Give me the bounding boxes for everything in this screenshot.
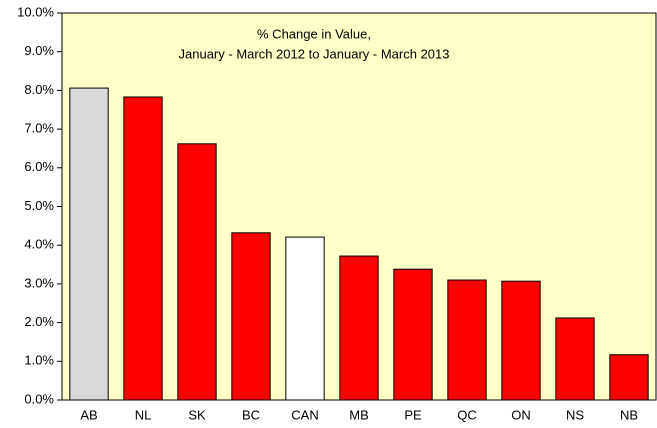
y-tick-label: 6.0%: [24, 159, 54, 174]
y-tick-label: 9.0%: [24, 43, 54, 58]
x-tick-label: NB: [620, 407, 638, 422]
x-tick-label: NS: [566, 407, 584, 422]
y-tick-label: 1.0%: [24, 353, 54, 368]
x-tick-label: SK: [188, 407, 206, 422]
bar: [609, 354, 649, 401]
bar: [231, 232, 271, 401]
x-tick-label: ON: [511, 407, 531, 422]
x-tick-label: PE: [404, 407, 422, 422]
bar: [501, 280, 541, 401]
x-tick-label: NL: [135, 407, 152, 422]
chart-title: % Change in Value,: [257, 26, 371, 41]
y-tick-label: 4.0%: [24, 237, 54, 252]
y-tick-label: 7.0%: [24, 121, 54, 136]
y-tick-label: 10.0%: [17, 4, 54, 19]
y-tick-label: 5.0%: [24, 198, 54, 213]
x-tick-label: AB: [80, 407, 97, 422]
bar: [177, 143, 217, 401]
y-tick-label: 8.0%: [24, 82, 54, 97]
bar: [339, 255, 379, 401]
y-tick-label: 0.0%: [24, 391, 54, 406]
bar: [123, 96, 163, 401]
y-tick-label: 2.0%: [24, 314, 54, 329]
x-tick-label: QC: [457, 407, 477, 422]
bar: [393, 268, 433, 401]
x-tick-label: MB: [349, 407, 369, 422]
bar: [447, 279, 487, 401]
bar: [555, 317, 595, 401]
x-tick-label: BC: [242, 407, 260, 422]
chart-title: January - March 2012 to January - March …: [179, 46, 450, 61]
bar: [69, 87, 109, 401]
bar: [285, 236, 325, 401]
x-tick-label: CAN: [291, 407, 318, 422]
y-tick-label: 3.0%: [24, 275, 54, 290]
